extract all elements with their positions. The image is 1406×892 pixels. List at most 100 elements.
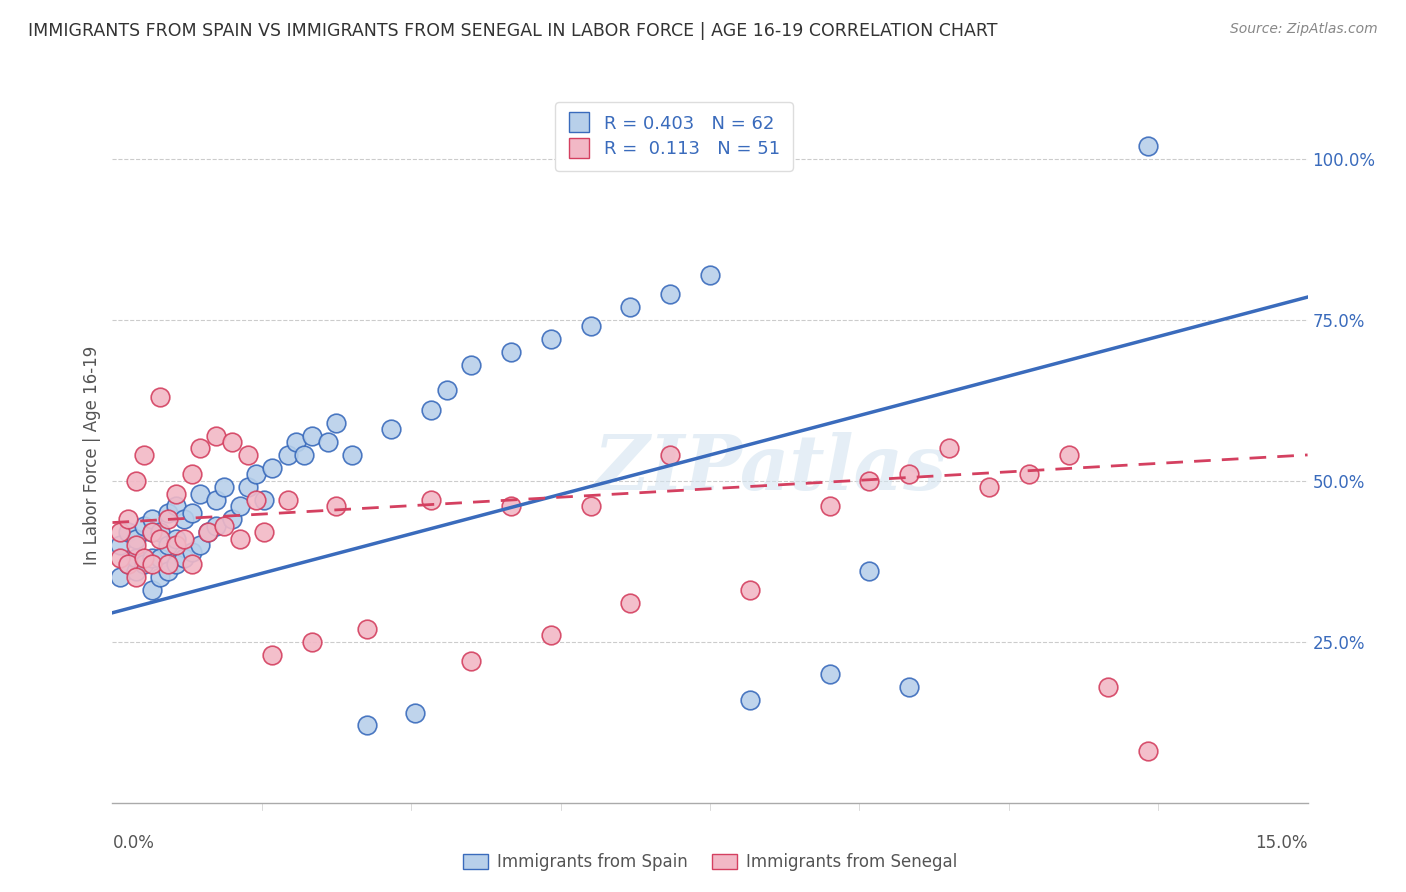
Point xyxy=(110,525,132,540)
Point xyxy=(117,512,139,526)
Point xyxy=(301,428,323,442)
Point xyxy=(212,480,235,494)
Point xyxy=(157,564,180,578)
Point xyxy=(188,538,211,552)
Point xyxy=(229,500,252,514)
Point xyxy=(818,667,841,681)
Point xyxy=(157,512,180,526)
Point xyxy=(205,518,228,533)
Text: IMMIGRANTS FROM SPAIN VS IMMIGRANTS FROM SENEGAL IN LABOR FORCE | AGE 16-19 CORR: IMMIGRANTS FROM SPAIN VS IMMIGRANTS FROM… xyxy=(28,22,998,40)
Point xyxy=(260,460,283,475)
Point xyxy=(292,448,315,462)
Point xyxy=(340,448,363,462)
Point xyxy=(499,344,522,359)
Point xyxy=(157,538,180,552)
Point xyxy=(197,525,219,540)
Point xyxy=(277,448,299,462)
Point xyxy=(738,583,761,598)
Point xyxy=(173,551,195,566)
Point xyxy=(117,558,139,572)
Point xyxy=(149,390,172,404)
Point xyxy=(188,442,211,456)
Point xyxy=(221,512,243,526)
Point xyxy=(436,384,458,398)
Point xyxy=(245,493,267,508)
Point xyxy=(253,525,276,540)
Point xyxy=(619,300,641,314)
Point xyxy=(173,512,195,526)
Point xyxy=(141,583,163,598)
Point xyxy=(157,506,180,520)
Point xyxy=(499,500,522,514)
Point xyxy=(165,500,187,514)
Point xyxy=(938,442,960,456)
Text: 0.0%: 0.0% xyxy=(112,834,155,852)
Point xyxy=(245,467,267,482)
Point xyxy=(157,558,180,572)
Point xyxy=(149,525,172,540)
Point xyxy=(149,551,172,566)
Point xyxy=(125,570,148,584)
Point xyxy=(165,538,187,552)
Point xyxy=(110,570,132,584)
Point xyxy=(380,422,402,436)
Point xyxy=(659,286,682,301)
Point xyxy=(212,518,235,533)
Point xyxy=(236,448,259,462)
Point xyxy=(141,558,163,572)
Point xyxy=(1097,680,1119,694)
Point xyxy=(325,416,347,430)
Point xyxy=(738,692,761,706)
Point xyxy=(149,570,172,584)
Point xyxy=(117,558,139,572)
Point xyxy=(134,551,156,566)
Point xyxy=(301,634,323,648)
Point xyxy=(253,493,276,508)
Point xyxy=(277,493,299,508)
Point xyxy=(165,486,187,500)
Point xyxy=(356,622,378,636)
Point xyxy=(619,596,641,610)
Point xyxy=(699,268,721,282)
Point xyxy=(460,358,482,372)
Point xyxy=(181,506,204,520)
Point xyxy=(110,551,132,566)
Point xyxy=(188,486,211,500)
Point xyxy=(284,435,307,450)
Point xyxy=(316,435,339,450)
Point xyxy=(181,467,204,482)
Point xyxy=(181,544,204,558)
Point xyxy=(141,512,163,526)
Point xyxy=(125,474,148,488)
Point xyxy=(141,525,163,540)
Point xyxy=(898,467,921,482)
Legend: Immigrants from Spain, Immigrants from Senegal: Immigrants from Spain, Immigrants from S… xyxy=(457,847,963,878)
Point xyxy=(1018,467,1040,482)
Point xyxy=(125,538,148,552)
Point xyxy=(977,480,1000,494)
Point xyxy=(1137,744,1160,758)
Point xyxy=(325,500,347,514)
Point xyxy=(117,525,139,540)
Point xyxy=(181,558,204,572)
Point xyxy=(141,551,163,566)
Point xyxy=(420,493,443,508)
Point xyxy=(173,532,195,546)
Point xyxy=(404,706,426,720)
Point xyxy=(205,493,228,508)
Point xyxy=(165,532,187,546)
Point xyxy=(149,532,172,546)
Point xyxy=(579,500,602,514)
Text: ZIPatlas: ZIPatlas xyxy=(593,432,946,506)
Point xyxy=(221,435,243,450)
Point xyxy=(125,564,148,578)
Point xyxy=(260,648,283,662)
Point xyxy=(659,448,682,462)
Point xyxy=(165,558,187,572)
Point xyxy=(236,480,259,494)
Point xyxy=(197,525,219,540)
Point xyxy=(420,402,443,417)
Point xyxy=(818,500,841,514)
Point xyxy=(110,538,132,552)
Point xyxy=(141,525,163,540)
